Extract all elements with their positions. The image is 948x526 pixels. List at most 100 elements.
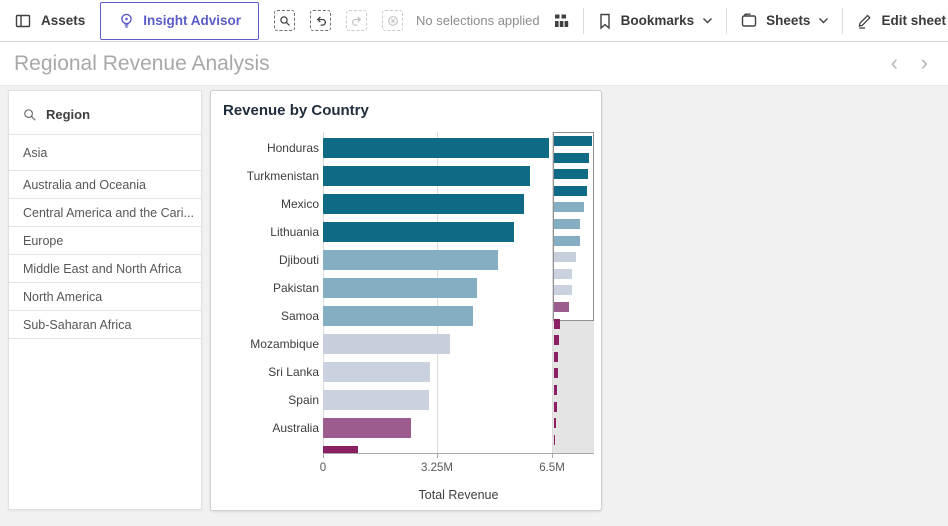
- next-sheet-button[interactable]: ›: [921, 42, 928, 84]
- axis-tick: [552, 453, 553, 458]
- sheets-label: Sheets: [766, 13, 810, 28]
- tick-label: 3.25M: [407, 462, 467, 474]
- chart-scrollbar[interactable]: [553, 132, 594, 453]
- chart-card: Revenue by Country HondurasTurkmenistanM…: [210, 90, 602, 511]
- search-icon: [279, 15, 291, 27]
- region-list: AsiaAustralia and OceaniaCentral America…: [9, 134, 201, 339]
- filter-title: Region: [46, 107, 90, 122]
- revenue-bar[interactable]: [323, 250, 498, 270]
- pencil-icon: [856, 12, 873, 29]
- revenue-bar[interactable]: [323, 306, 473, 326]
- bookmarks-button[interactable]: Bookmarks: [584, 0, 727, 41]
- minimap-bar: [554, 368, 558, 378]
- app-overview-button[interactable]: [540, 0, 583, 41]
- bookmark-icon: [597, 12, 613, 30]
- minimap-track[interactable]: [553, 321, 594, 453]
- country-label[interactable]: Mexico: [211, 194, 319, 214]
- x-axis-line: [323, 453, 594, 454]
- chevron-down-icon: [818, 17, 829, 24]
- redo-icon: [351, 15, 363, 27]
- country-label[interactable]: Mozambique: [211, 334, 319, 354]
- sheets-icon: [740, 12, 758, 29]
- minimap-bar: [554, 435, 555, 445]
- minimap-bar: [554, 418, 556, 428]
- clipped-next-bar[interactable]: [323, 446, 358, 453]
- plot-area: Honduras Turkmenistan Mexico Lithuania Djibo…: [211, 91, 601, 510]
- revenue-bar[interactable]: [323, 390, 429, 410]
- region-list-item[interactable]: Asia: [9, 134, 201, 171]
- revenue-bar[interactable]: [323, 362, 430, 382]
- region-list-item[interactable]: Sub-Saharan Africa: [9, 311, 201, 339]
- country-label[interactable]: Spain: [211, 390, 319, 410]
- chevron-down-icon: [702, 17, 713, 24]
- sheet-titlebar: Regional Revenue Analysis ‹ ›: [0, 42, 948, 86]
- sheet-content: Region AsiaAustralia and OceaniaCentral …: [0, 86, 948, 526]
- search-icon: [23, 108, 37, 122]
- minimap-bar: [554, 153, 589, 163]
- undo-selection-button[interactable]: [310, 10, 331, 31]
- edit-sheet-button[interactable]: Edit sheet: [843, 0, 948, 41]
- x-axis-title: Total Revenue: [323, 488, 594, 502]
- region-list-item[interactable]: Australia and Oceania: [9, 171, 201, 199]
- clear-selections-button[interactable]: [382, 10, 403, 31]
- revenue-bar[interactable]: [323, 222, 514, 242]
- country-label[interactable]: Australia: [211, 418, 319, 438]
- revenue-bar[interactable]: [323, 278, 477, 298]
- minimap-bar: [554, 335, 559, 345]
- selections-status: No selections applied: [416, 13, 540, 28]
- panel-icon: [14, 12, 32, 30]
- revenue-bar[interactable]: [323, 166, 530, 186]
- insight-advisor-label: Insight Advisor: [143, 13, 241, 28]
- revenue-bar[interactable]: [323, 418, 411, 438]
- axis-tick: [437, 453, 438, 458]
- country-label[interactable]: Sri Lanka: [211, 362, 319, 382]
- region-list-item[interactable]: Central America and the Cari...: [9, 199, 201, 227]
- minimap-bar: [554, 285, 572, 295]
- insight-advisor-button[interactable]: Insight Advisor: [100, 2, 259, 40]
- region-list-item[interactable]: Middle East and North Africa: [9, 255, 201, 283]
- tick-label: 6.5M: [522, 462, 582, 474]
- country-label[interactable]: Samoa: [211, 306, 319, 326]
- minimap-bar: [554, 402, 557, 412]
- bookmarks-label: Bookmarks: [621, 13, 695, 28]
- minimap-bar: [554, 319, 560, 329]
- undo-icon: [315, 15, 327, 27]
- minimap-bar: [554, 236, 580, 246]
- minimap-bar: [554, 302, 569, 312]
- redo-selection-button[interactable]: [346, 10, 367, 31]
- revenue-bar[interactable]: [323, 138, 549, 158]
- country-label[interactable]: Honduras: [211, 138, 319, 158]
- toolbar: Assets Insight Advisor: [0, 0, 948, 42]
- tick-label: 0: [293, 462, 353, 474]
- country-label[interactable]: Pakistan: [211, 278, 319, 298]
- lightbulb-icon: [118, 12, 135, 29]
- revenue-bar[interactable]: [323, 194, 524, 214]
- country-label[interactable]: Lithuania: [211, 222, 319, 242]
- minimap-bar: [554, 352, 558, 362]
- minimap-bar: [554, 252, 576, 262]
- region-list-item[interactable]: North America: [9, 283, 201, 311]
- sheets-button[interactable]: Sheets: [727, 0, 842, 41]
- edit-sheet-label: Edit sheet: [881, 13, 946, 28]
- country-label[interactable]: Djibouti: [211, 250, 319, 270]
- smart-search-button[interactable]: [274, 10, 295, 31]
- minimap-bar: [554, 202, 584, 212]
- clear-selections-icon: [387, 15, 399, 27]
- grid-icon: [553, 12, 570, 29]
- sheet-title: Regional Revenue Analysis: [14, 42, 270, 86]
- country-label[interactable]: Turkmenistan: [211, 166, 319, 186]
- minimap-bar: [554, 219, 580, 229]
- filter-header[interactable]: Region: [9, 91, 201, 122]
- minimap-bar: [554, 269, 572, 279]
- minimap-bar: [554, 385, 557, 395]
- minimap-bar: [554, 136, 592, 146]
- filter-card: Region AsiaAustralia and OceaniaCentral …: [8, 90, 202, 510]
- axis-tick: [323, 453, 324, 458]
- revenue-bar[interactable]: [323, 334, 450, 354]
- assets-label: Assets: [41, 13, 85, 28]
- minimap-bar: [554, 186, 587, 196]
- region-list-item[interactable]: Europe: [9, 227, 201, 255]
- prev-sheet-button[interactable]: ‹: [891, 42, 898, 84]
- assets-button[interactable]: Assets: [0, 12, 100, 30]
- minimap-bar: [554, 169, 588, 179]
